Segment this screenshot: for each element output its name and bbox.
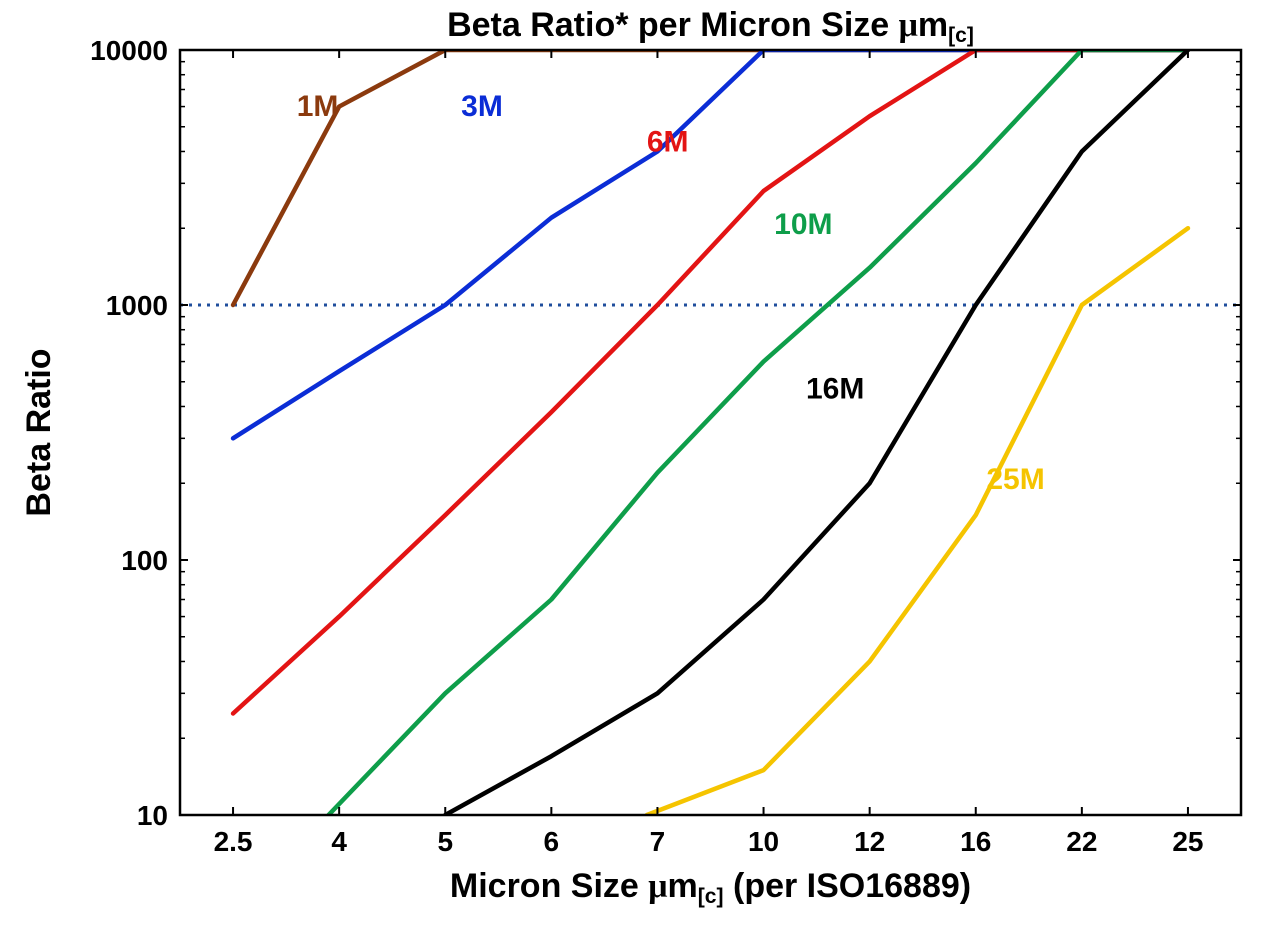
- x-tick-label: 22: [1066, 826, 1097, 857]
- x-tick-label: 16: [960, 826, 991, 857]
- x-tick-label: 12: [854, 826, 885, 857]
- y-tick-label: 10000: [90, 35, 168, 66]
- y-tick-label: 100: [121, 545, 168, 576]
- y-axis-label: Beta Ratio: [20, 348, 58, 516]
- series-label-1m: 1M: [297, 90, 339, 123]
- x-tick-label: 4: [331, 826, 347, 857]
- series-label-10m: 10M: [774, 208, 832, 241]
- x-tick-label: 10: [748, 826, 779, 857]
- series-label-25m: 25M: [986, 463, 1044, 496]
- chart-title: Beta Ratio* per Micron Size μm[c]: [447, 6, 974, 47]
- y-tick-label: 10: [137, 800, 168, 831]
- y-tick-label: 1000: [106, 290, 168, 321]
- series-label-16m: 16M: [806, 372, 864, 405]
- x-tick-label: 2.5: [214, 826, 253, 857]
- series-label-3m: 3M: [461, 90, 503, 123]
- chart-svg: Beta Ratio* per Micron Size μm[c] 1M 3M 6M 1…: [0, 0, 1271, 930]
- x-tick-label: 25: [1172, 826, 1203, 857]
- x-tick-label: 5: [437, 826, 453, 857]
- series-label-6m: 6M: [647, 125, 689, 158]
- x-tick-label: 7: [650, 826, 666, 857]
- x-tick-label: 6: [544, 826, 560, 857]
- beta-ratio-chart: Beta Ratio* per Micron Size μm[c] 1M 3M 6M 1…: [0, 0, 1271, 930]
